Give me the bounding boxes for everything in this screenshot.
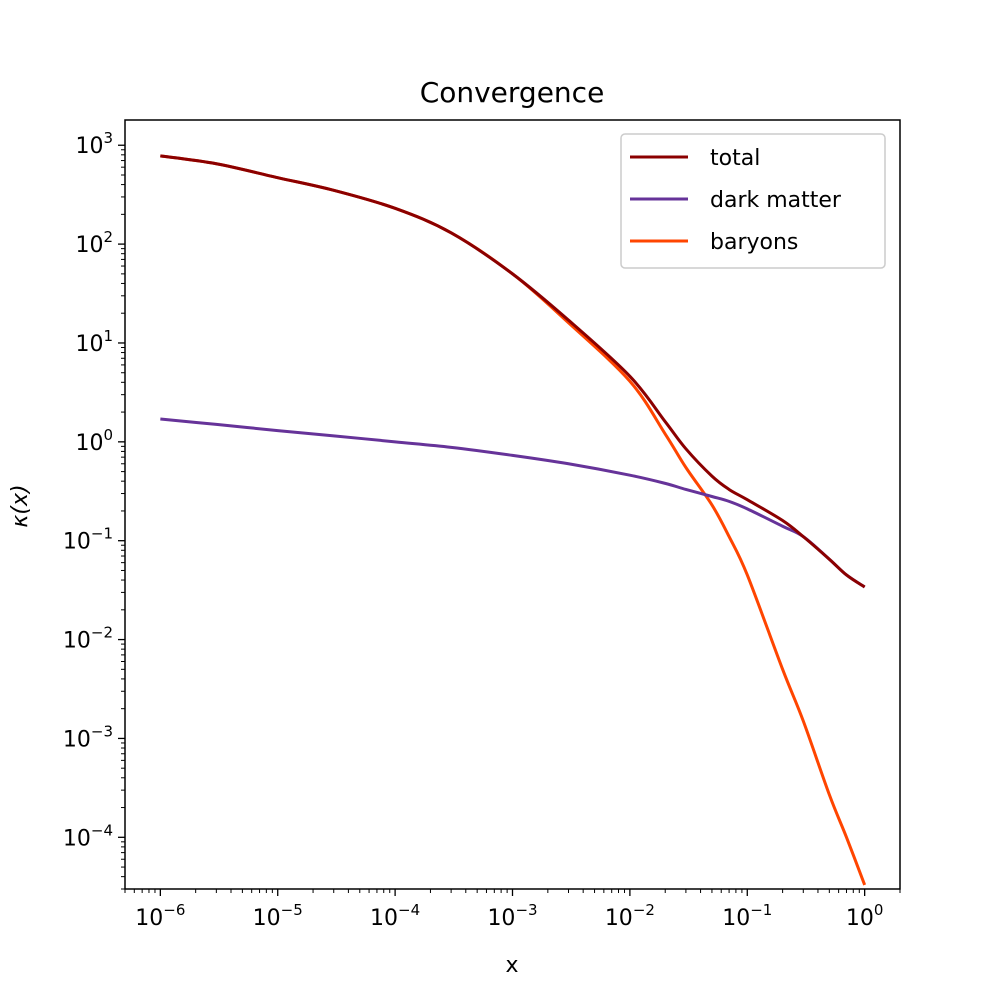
x-tick-label: 10−4 bbox=[370, 901, 420, 931]
x-axis-label: x bbox=[505, 953, 518, 978]
x-axis: 10−6 10−5 10−4 10−3 10−2 10−1 100 bbox=[124, 889, 901, 931]
series-line-total bbox=[160, 154, 866, 589]
series-lines bbox=[160, 154, 867, 886]
x-tick-label: 10−1 bbox=[722, 901, 772, 931]
x-tick-label: 10−6 bbox=[135, 901, 185, 931]
y-axis-label: κ(x) bbox=[8, 484, 33, 527]
y-tick-label: 102 bbox=[75, 228, 113, 258]
y-tick-label: 10−2 bbox=[63, 624, 113, 654]
y-tick-label: 10−1 bbox=[63, 525, 113, 555]
legend-label-baryons: baryons bbox=[710, 230, 798, 255]
legend: total dark matter baryons bbox=[620, 133, 886, 269]
legend-label-dark-matter: dark matter bbox=[710, 188, 842, 213]
y-tick-label: 101 bbox=[75, 327, 113, 357]
series-line-dark-matter bbox=[160, 417, 866, 589]
x-tick-label: 10−3 bbox=[487, 901, 537, 931]
y-tick-label: 10−4 bbox=[63, 821, 113, 851]
y-tick-label: 10−3 bbox=[63, 722, 113, 752]
legend-label-total: total bbox=[710, 146, 760, 171]
x-tick-label: 100 bbox=[846, 901, 884, 931]
chart-title: Convergence bbox=[420, 76, 605, 109]
y-tick-label: 100 bbox=[75, 426, 113, 456]
legend-box bbox=[620, 133, 886, 269]
x-tick-label: 10−2 bbox=[605, 901, 655, 931]
y-axis: 103 102 101 100 10−1 10−2 10−3 10−4 bbox=[63, 129, 125, 890]
x-tick-label: 10−5 bbox=[253, 901, 303, 931]
y-tick-label: 103 bbox=[75, 129, 113, 159]
